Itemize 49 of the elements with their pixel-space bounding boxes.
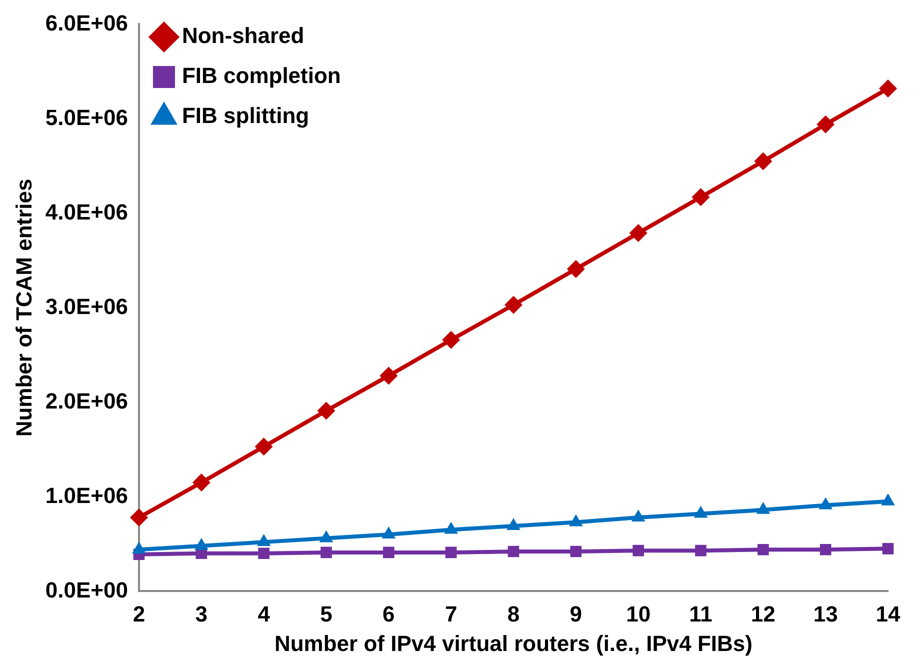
point	[882, 543, 894, 554]
legend-label: FIB splitting	[182, 103, 310, 128]
legend-label: Non-shared	[182, 23, 304, 48]
point	[632, 544, 644, 556]
y-axis-title: Number of TCAM entries	[11, 178, 36, 437]
point	[442, 330, 460, 349]
point	[508, 546, 520, 558]
point	[816, 115, 835, 134]
x-tick-label: 13	[813, 601, 838, 626]
point	[879, 79, 897, 98]
point	[192, 474, 210, 492]
y-tick-label: 4.0E+06	[45, 199, 128, 224]
point	[382, 546, 394, 558]
x-tick-label: 12	[750, 601, 776, 626]
point	[445, 546, 457, 558]
point	[317, 402, 336, 420]
x-tick-label: 14	[876, 601, 901, 626]
x-tick-label: 2	[132, 601, 146, 626]
point	[570, 546, 582, 558]
point	[504, 296, 522, 314]
point	[754, 152, 772, 170]
point	[820, 544, 832, 556]
point	[380, 366, 398, 385]
point	[320, 546, 332, 558]
x-tick-label: 9	[570, 601, 582, 626]
point	[629, 224, 648, 242]
x-tick-label: 10	[626, 601, 651, 626]
x-tick-label: 6	[382, 601, 395, 626]
point	[758, 544, 769, 556]
x-tick-label: 11	[689, 601, 712, 626]
x-tick-label: 8	[507, 601, 520, 626]
x-tick-label: 4	[258, 601, 271, 626]
x-tick-label: 7	[444, 601, 458, 626]
x-tick-label: 5	[320, 601, 332, 626]
y-tick-label: 1.0E+06	[45, 482, 128, 508]
y-tick-label: 2.0E+06	[45, 388, 128, 414]
x-tick-label: 3	[195, 601, 208, 626]
y-tick-label: 3.0E+06	[45, 294, 128, 319]
point	[254, 438, 273, 456]
y-tick-label: 5.0E+06	[45, 104, 128, 130]
point	[692, 188, 710, 206]
y-tick-label: 0.0E+00	[45, 577, 128, 602]
x-axis-title: Number of IPv4 virtual routers (i.e., IPv4 FIBs)	[274, 630, 753, 656]
point	[566, 260, 585, 278]
point	[695, 544, 706, 556]
point	[258, 548, 270, 560]
legend-label: FIB completion	[182, 63, 341, 88]
point	[130, 508, 148, 526]
y-tick-label: 6.0E+06	[45, 10, 128, 36]
